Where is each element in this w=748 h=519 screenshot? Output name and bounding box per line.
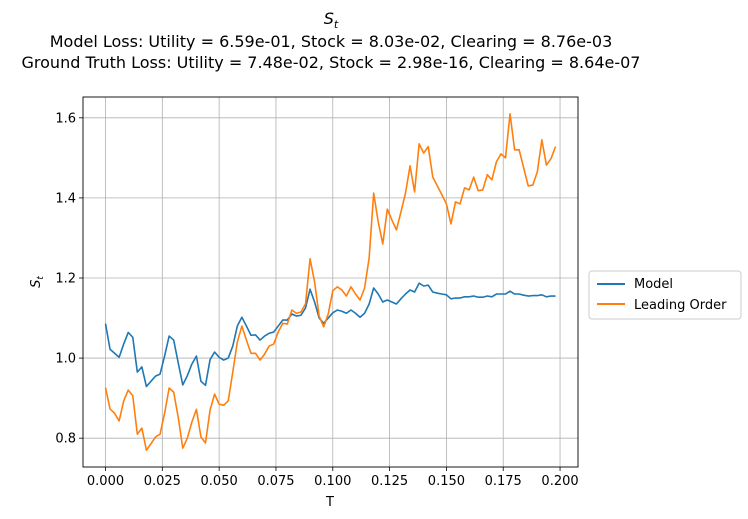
x-tick-label: 0.125 xyxy=(371,474,408,489)
x-tick-label: 0.150 xyxy=(428,474,465,489)
x-tick-label: 0.200 xyxy=(541,474,578,489)
legend-label-model: Model xyxy=(634,277,673,292)
y-axis-label-subscript: t xyxy=(36,276,46,280)
series-line-leading-order xyxy=(104,113,557,451)
chart-title-subscript: t xyxy=(334,18,339,31)
x-axis-ticks: 0.000 0.025 0.050 0.075 0.100 0.125 0.150 0.175… xyxy=(87,467,579,489)
series-lines xyxy=(104,113,557,451)
y-axis-label-main: S xyxy=(29,280,44,288)
y-tick-label: 1.2 xyxy=(55,271,76,286)
legend-frame xyxy=(588,270,742,320)
y-axis-label: St xyxy=(29,276,46,288)
plot-area: 0.000 0.025 0.050 0.075 0.100 0.125 0.150 0.175… xyxy=(55,96,579,489)
y-tick-label: 0.8 xyxy=(55,432,76,447)
x-tick-label: 0.100 xyxy=(314,474,351,489)
x-tick-label: 0.050 xyxy=(201,474,238,489)
chart-title: St xyxy=(324,9,339,31)
x-tick-label: 0.000 xyxy=(87,474,124,489)
series-line-model xyxy=(104,282,556,388)
legend: Model Leading Order xyxy=(588,270,742,320)
x-tick-label: 0.175 xyxy=(485,474,522,489)
y-tick-label: 1.0 xyxy=(55,352,76,367)
x-tick-label: 0.025 xyxy=(144,474,181,489)
chart-subtitle-line-1: Model Loss: Utility = 6.59e-01, Stock = … xyxy=(50,32,613,51)
y-axis-ticks: 0.8 1.0 1.2 1.4 1.6 xyxy=(55,111,83,447)
x-tick-label: 0.075 xyxy=(257,474,294,489)
chart-title-main: S xyxy=(324,9,334,28)
x-axis-label: T xyxy=(325,495,334,510)
axes-frame xyxy=(82,96,579,468)
y-tick-label: 1.4 xyxy=(55,191,76,206)
legend-label-leading-order: Leading Order xyxy=(634,298,727,313)
y-tick-label: 1.6 xyxy=(55,111,76,126)
chart-subtitle-line-2: Ground Truth Loss: Utility = 7.48e-02, S… xyxy=(22,53,641,72)
grid xyxy=(83,97,578,467)
